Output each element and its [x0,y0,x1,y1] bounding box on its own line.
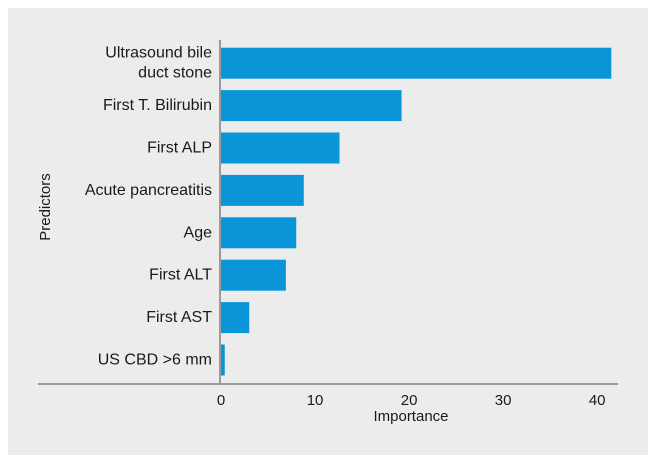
bar-2 [221,132,340,164]
category-label-line: US CBD >6 mm [98,352,212,369]
category-label-0: Ultrasound bile duct stone [105,45,212,82]
bar-4 [221,217,297,249]
category-label-line: Age [184,224,213,241]
category-label-1: First T. Bilirubin [103,97,212,114]
x-tick-label-0: 0 [217,392,225,409]
category-label-5: First ALT [149,267,212,284]
category-label-line: First ALT [149,267,212,284]
bar-5 [221,259,286,291]
x-tick-label-1: 10 [307,392,324,409]
x-tick-label-2: 20 [401,392,418,409]
category-label-line: duct stone [138,65,212,82]
category-label-2: First ALP [147,140,212,157]
x-axis-title: Importance [373,408,448,425]
bar-0 [221,47,612,79]
category-label-line: First T. Bilirubin [103,97,212,114]
chart-panel-background [8,8,648,455]
axes-layer [38,40,618,385]
y-axis-title: Predictors [37,173,54,241]
x-tick-label-3: 30 [495,392,512,409]
category-label-line: Acute pancreatitis [85,182,212,199]
category-label-4: Age [184,224,213,241]
ticks-layer: 0 10 20 30 40 [217,392,606,409]
bars-layer [221,47,612,376]
category-label-line: First AST [146,309,212,326]
x-tick-label-4: 40 [589,392,606,409]
bar-7 [221,344,225,376]
category-label-7: US CBD >6 mm [98,352,212,369]
bar-3 [221,174,304,206]
category-label-line: Ultrasound bile [105,45,212,62]
category-label-6: First AST [146,309,212,326]
labels-layer: Ultrasound bile duct stone First T. Biliru… [85,45,212,369]
bar-6 [221,302,250,334]
category-label-line: First ALP [147,140,212,157]
bar-1 [221,90,402,122]
category-label-3: Acute pancreatitis [85,182,212,199]
